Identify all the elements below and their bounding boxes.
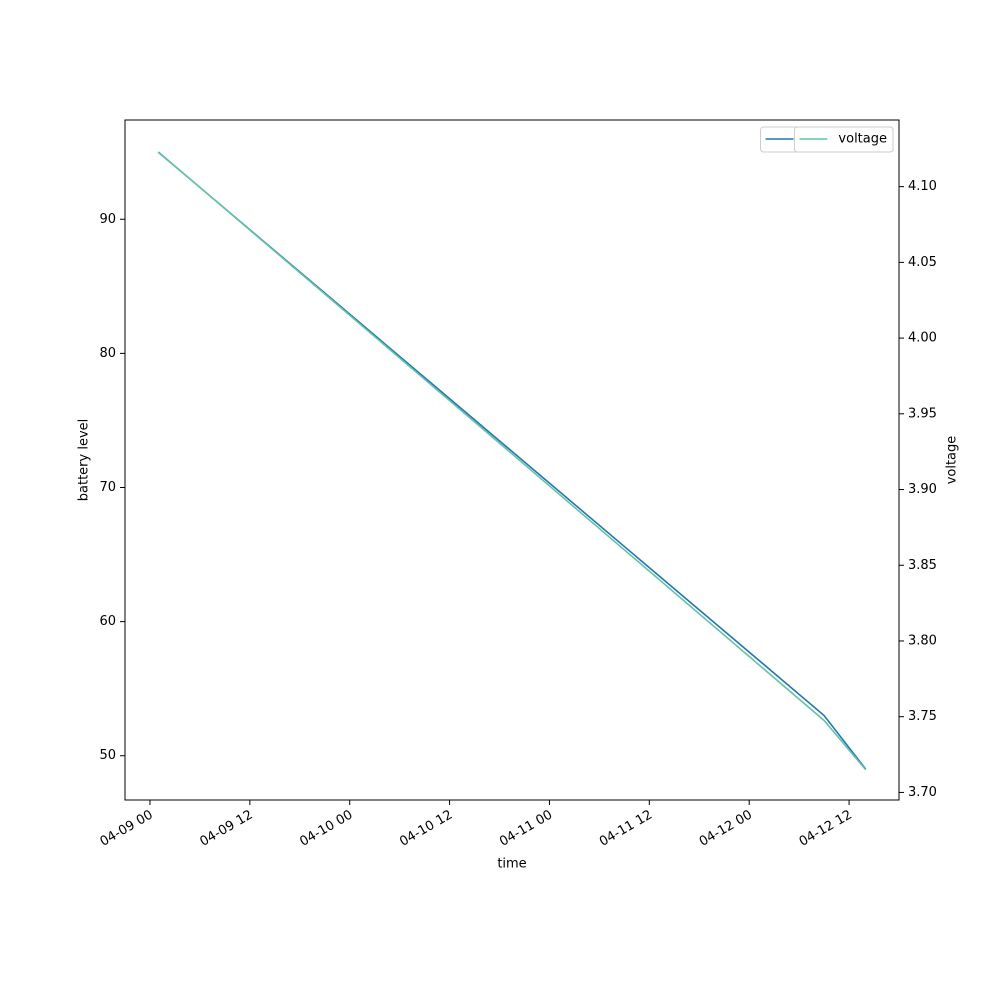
x-tick-label: 04-12 00 bbox=[697, 808, 755, 850]
y2-tick-label: 3.85 bbox=[908, 558, 937, 573]
y2-tick-label: 4.00 bbox=[908, 331, 937, 346]
y2-tick-label: 3.80 bbox=[908, 633, 937, 648]
line-series bbox=[157, 151, 867, 770]
y2-tick-label: 4.05 bbox=[908, 255, 937, 270]
y-tick-label: 60 bbox=[99, 614, 116, 629]
y-tick-label: 90 bbox=[99, 212, 116, 227]
y2-tick-label: 3.95 bbox=[908, 406, 937, 421]
legend-box bbox=[793, 126, 894, 153]
x-tick-label: 04-09 12 bbox=[197, 808, 255, 850]
x-tick-label: 04-10 00 bbox=[297, 808, 355, 850]
plot-frame bbox=[124, 119, 900, 801]
x-tick-label: 04-12 12 bbox=[797, 808, 855, 850]
y2-axis-label: voltage bbox=[945, 436, 960, 485]
y2-tick-label: 3.70 bbox=[908, 785, 937, 800]
y-tick-label: 80 bbox=[99, 346, 116, 361]
x-tick-label: 04-10 12 bbox=[397, 808, 455, 850]
legend: voltage bbox=[793, 126, 894, 153]
line-series bbox=[157, 151, 867, 771]
y-tick-label: 70 bbox=[99, 480, 116, 495]
y2-tick-label: 3.90 bbox=[908, 482, 937, 497]
x-tick-label: 04-11 12 bbox=[597, 808, 655, 850]
y-axis-label: battery level bbox=[77, 419, 92, 502]
legend-label: voltage bbox=[838, 132, 887, 147]
y2-tick-label: 4.10 bbox=[908, 179, 937, 194]
y-tick-label: 50 bbox=[99, 748, 116, 763]
x-axis-label: time bbox=[497, 857, 526, 872]
x-tick-label: 04-09 00 bbox=[98, 808, 156, 850]
y2-tick-label: 3.75 bbox=[908, 709, 937, 724]
x-tick-label: 04-11 00 bbox=[497, 808, 555, 850]
